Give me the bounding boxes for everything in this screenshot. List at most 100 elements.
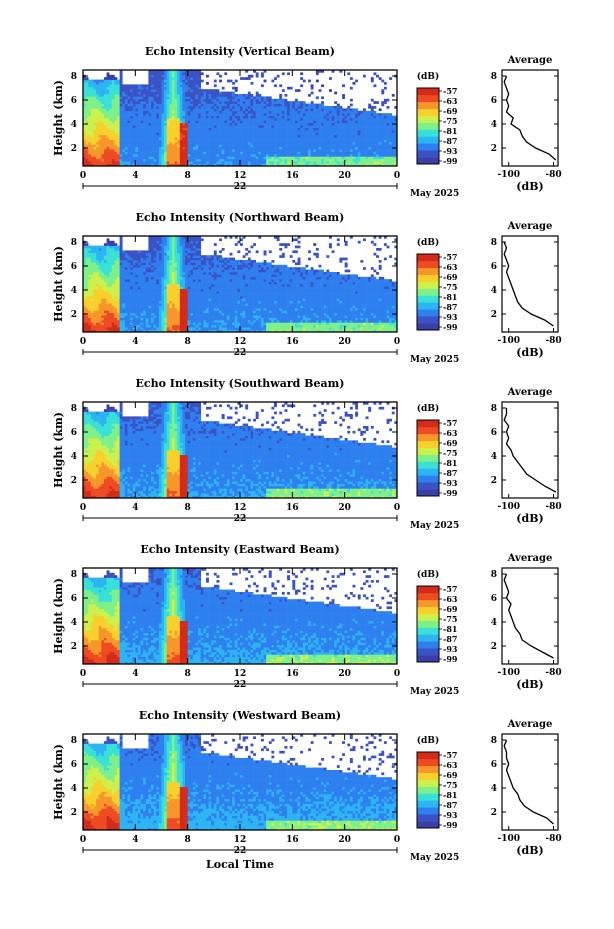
heatmap-cell [279, 106, 283, 109]
heatmap-cell [177, 139, 181, 143]
heatmap-cell [106, 252, 110, 256]
heatmap-cell [103, 279, 107, 282]
heatmap-cell [373, 163, 377, 167]
heatmap-cell [362, 156, 366, 160]
heatmap-cell [132, 108, 136, 112]
heatmap-cell [148, 320, 152, 323]
heatmap-cell [281, 127, 285, 131]
heatmap-cell [287, 72, 291, 76]
heatmap-cell [216, 98, 220, 102]
heatmap-cell [313, 115, 317, 119]
heatmap-cell [394, 156, 398, 160]
heatmap-cell [148, 132, 152, 136]
heatmap-cell [315, 108, 319, 112]
heatmap-cell [355, 118, 359, 121]
heatmap-cell [268, 103, 272, 107]
heatmap-cell [140, 120, 144, 124]
heatmap-cell [360, 156, 364, 160]
heatmap-cell [161, 158, 165, 162]
heatmap-cell [122, 161, 126, 164]
heatmap-cell [376, 142, 379, 145]
heatmap-cell [132, 284, 136, 287]
heatmap-cell [156, 303, 160, 306]
heatmap-cell [300, 110, 304, 114]
heatmap-cell [373, 154, 377, 157]
heatmap-cell [164, 94, 168, 97]
heatmap-cell [124, 158, 128, 162]
heatmap-cell [376, 132, 379, 136]
heatmap-cell [328, 77, 332, 80]
heatmap-cell [93, 288, 97, 292]
heatmap-cell [143, 298, 147, 302]
heatmap-cell [85, 272, 89, 275]
heatmap-cell [229, 96, 233, 100]
heatmap-cell [281, 132, 285, 136]
heatmap-cell [153, 293, 157, 297]
heatmap-cell [300, 108, 304, 112]
heatmap-cell [114, 89, 118, 92]
heatmap-cell [148, 139, 152, 143]
heatmap-cell [171, 163, 175, 167]
heatmap-cell [148, 149, 152, 152]
heatmap-cell [130, 303, 134, 306]
heatmap-cell [365, 120, 369, 124]
heatmap-cell [300, 146, 304, 150]
heatmap-cell [140, 118, 144, 121]
heatmap-cell [237, 163, 241, 167]
heatmap-cell [145, 144, 149, 148]
heatmap-cell [255, 101, 259, 104]
heatmap-cell [344, 139, 348, 143]
heatmap-cell [117, 149, 120, 152]
heatmap-cell [250, 96, 254, 100]
heatmap-cell [308, 103, 311, 107]
heatmap-cell [198, 163, 202, 167]
heatmap-cell [373, 72, 377, 76]
heatmap-cell [158, 315, 162, 318]
heatmap-cell [127, 89, 131, 92]
heatmap-cell [237, 154, 241, 157]
heatmap-cell [117, 127, 120, 131]
heatmap-cell [219, 163, 222, 167]
heatmap-cell [362, 122, 366, 126]
heatmap-cell [166, 108, 170, 112]
heatmap-cell [378, 113, 382, 116]
heatmap-cell [90, 315, 94, 318]
heatmap-cell [323, 158, 327, 162]
heatmap-cell [284, 142, 288, 145]
heatmap-cell [132, 260, 136, 263]
heatmap-cell [386, 130, 390, 133]
heatmap-cell [284, 154, 288, 157]
heatmap-cell [83, 315, 86, 318]
heatmap-cell [93, 281, 97, 285]
heatmap-cell [190, 77, 194, 80]
heatmap-cell [153, 238, 157, 242]
heatmap-cell [182, 158, 186, 162]
heatmap-cell [200, 91, 204, 95]
heatmap-cell [135, 257, 139, 261]
heatmap-cell [276, 103, 280, 107]
heatmap-cell [326, 144, 330, 148]
heatmap-cell [274, 84, 277, 88]
heatmap-cell [127, 127, 131, 131]
heatmap-cell [216, 134, 220, 138]
heatmap-cell [117, 252, 120, 256]
heatmap-cell [103, 317, 107, 321]
heatmap-cell [208, 134, 212, 138]
heatmap-cell [106, 91, 110, 95]
heatmap-cell [151, 324, 154, 328]
heatmap-cell [190, 108, 194, 112]
heatmap-cell [156, 130, 160, 133]
heatmap-cell [331, 132, 335, 136]
heatmap-cell [302, 103, 306, 107]
heatmap-cell [111, 281, 115, 285]
heatmap-cell [226, 118, 230, 121]
heatmap-cell [103, 324, 107, 328]
heatmap-cell [187, 91, 191, 95]
heatmap-cell [226, 122, 230, 126]
heatmap-cell [373, 125, 377, 128]
heatmap-cell [177, 77, 181, 80]
heatmap-cell [151, 260, 154, 263]
heatmap-cell [119, 106, 123, 109]
heatmap-cell [130, 315, 134, 318]
heatmap-cell [266, 151, 270, 155]
